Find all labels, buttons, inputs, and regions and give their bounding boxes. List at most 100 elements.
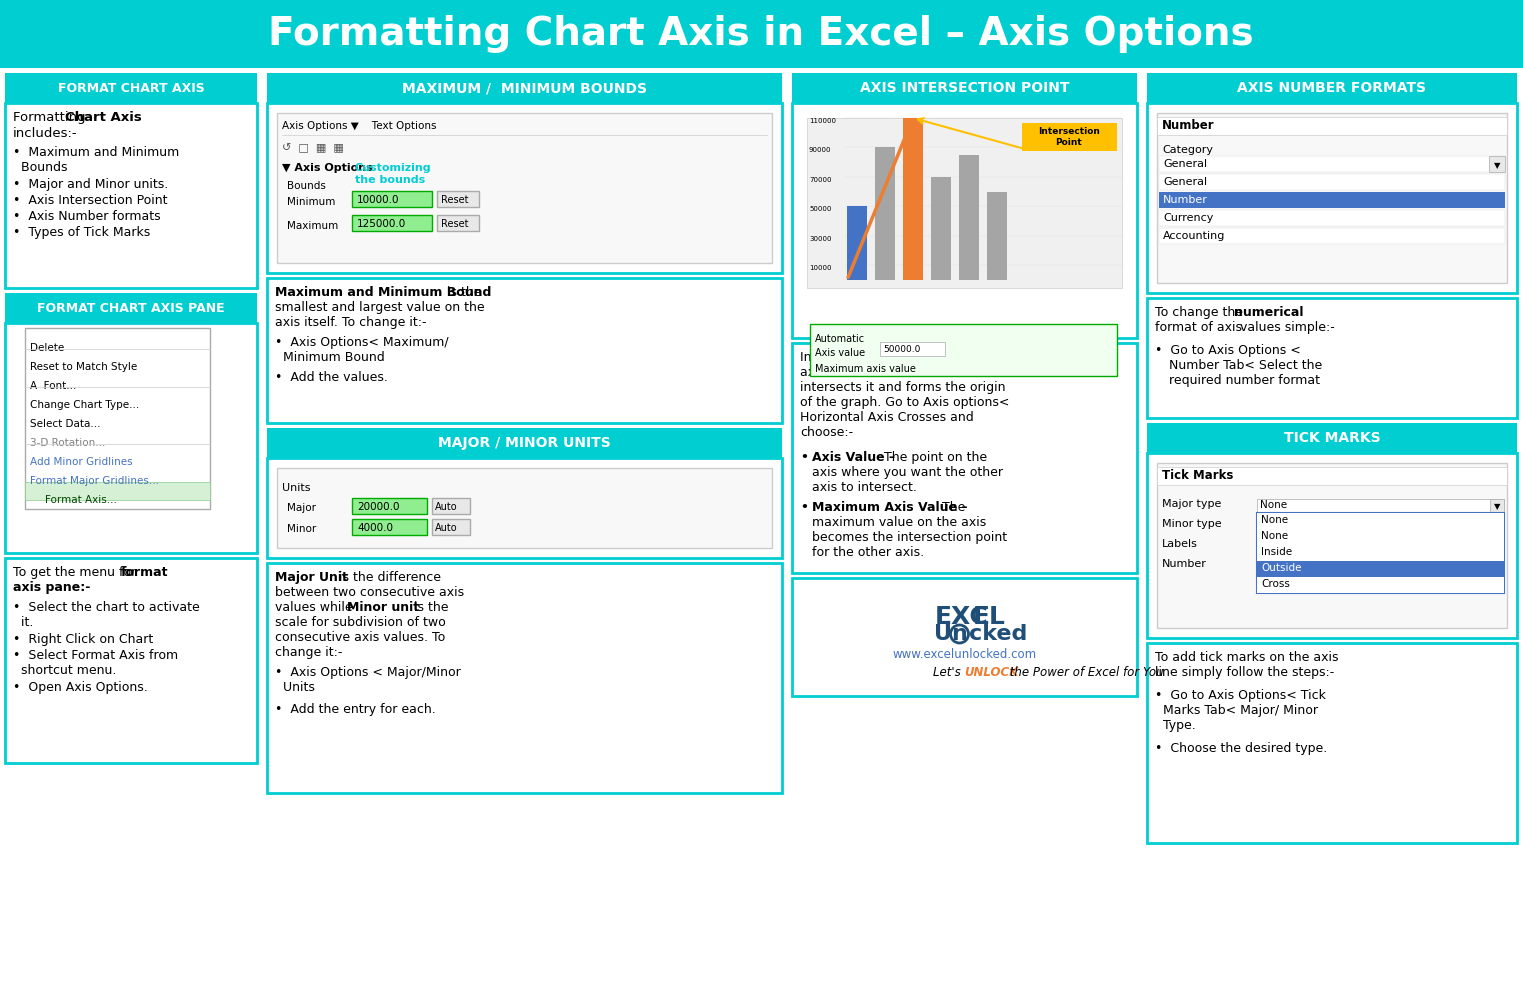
Bar: [267, 563, 781, 793]
Bar: [1159, 174, 1505, 190]
Bar: [1147, 423, 1517, 453]
Bar: [792, 103, 1138, 338]
Text: numerical: numerical: [1234, 306, 1304, 319]
Text: Axis Value –: Axis Value –: [812, 451, 896, 464]
Bar: [987, 192, 1007, 280]
Bar: [352, 215, 433, 231]
Bar: [1147, 103, 1517, 293]
Text: •  Open Axis Options.: • Open Axis Options.: [14, 681, 148, 694]
Text: ▼: ▼: [1494, 161, 1500, 170]
Bar: [267, 278, 781, 423]
Text: Delete: Delete: [30, 343, 64, 353]
Text: 30000: 30000: [809, 236, 832, 242]
Bar: [1157, 463, 1506, 628]
Text: change it:-: change it:-: [276, 646, 343, 659]
Text: values simple:-: values simple:-: [1237, 321, 1334, 334]
Text: Change Chart Type...: Change Chart Type...: [30, 400, 139, 410]
Bar: [847, 207, 867, 280]
Bar: [1256, 499, 1505, 513]
Text: smallest and largest value on the: smallest and largest value on the: [276, 301, 484, 314]
Text: values while: values while: [276, 601, 356, 614]
Text: line simply follow the steps:-: line simply follow the steps:-: [1154, 666, 1334, 679]
Text: Tick Marks: Tick Marks: [1162, 469, 1234, 482]
Text: None: None: [1261, 531, 1288, 541]
Text: To get the menu for: To get the menu for: [14, 566, 140, 579]
Text: Maximum axis value: Maximum axis value: [815, 364, 915, 374]
Text: Reset: Reset: [442, 219, 469, 229]
Bar: [267, 103, 781, 273]
Bar: [1489, 499, 1505, 513]
Text: Number: Number: [1162, 119, 1215, 132]
Text: Intersection
Point: Intersection Point: [1039, 127, 1100, 147]
Text: Chart Axis: Chart Axis: [65, 111, 142, 124]
Text: •  Select the chart to activate
  it.: • Select the chart to activate it.: [14, 601, 200, 629]
Bar: [267, 73, 781, 103]
Text: Major type: Major type: [1162, 499, 1221, 509]
Text: •  Add the values.: • Add the values.: [276, 371, 388, 384]
Text: To add tick marks on the axis: To add tick marks on the axis: [1154, 651, 1339, 664]
Text: Minor type: Minor type: [1162, 519, 1221, 529]
Text: Major Unit: Major Unit: [276, 571, 347, 584]
Text: The point on the: The point on the: [880, 451, 987, 464]
Text: Currency: Currency: [1164, 213, 1214, 223]
Bar: [931, 177, 950, 280]
Text: required number format: required number format: [1170, 374, 1320, 387]
Bar: [24, 482, 210, 500]
Text: axis where you want the other: axis where you want the other: [812, 466, 1004, 479]
Text: of the graph. Go to Axis options<: of the graph. Go to Axis options<: [800, 396, 1010, 409]
Text: Minor unit: Minor unit: [347, 601, 419, 614]
Text: Auto: Auto: [436, 502, 457, 512]
Text: Maximum Axis Value –: Maximum Axis Value –: [812, 501, 967, 514]
Bar: [5, 558, 257, 763]
Text: Maximum: Maximum: [286, 221, 338, 231]
Text: •  Types of Tick Marks: • Types of Tick Marks: [14, 226, 151, 239]
Text: MAJOR / MINOR UNITS: MAJOR / MINOR UNITS: [439, 436, 611, 450]
Text: the Power of Excel for You: the Power of Excel for You: [1007, 665, 1164, 678]
Bar: [1256, 559, 1505, 573]
Text: Axis Options ▼    Text Options: Axis Options ▼ Text Options: [282, 121, 437, 131]
Text: is the difference: is the difference: [335, 571, 442, 584]
Bar: [1159, 192, 1505, 208]
Text: Customizing: Customizing: [355, 163, 431, 173]
Text: 10000: 10000: [809, 265, 832, 271]
Bar: [437, 215, 480, 231]
Bar: [880, 342, 944, 356]
Bar: [267, 458, 781, 558]
Bar: [1256, 539, 1505, 553]
Text: Minimum: Minimum: [286, 197, 335, 207]
Text: for the other axis.: for the other axis.: [812, 546, 924, 559]
Bar: [267, 428, 781, 458]
Text: Accounting: Accounting: [1164, 231, 1226, 241]
Bar: [5, 73, 257, 103]
Text: Select Data...: Select Data...: [30, 419, 101, 429]
Bar: [1256, 577, 1505, 593]
Bar: [1147, 298, 1517, 418]
Text: •  Major and Minor units.: • Major and Minor units.: [14, 178, 168, 191]
Bar: [1157, 117, 1506, 135]
Text: Maximum and Minimum Bound: Maximum and Minimum Bound: [276, 286, 492, 299]
Text: FORMAT CHART AXIS: FORMAT CHART AXIS: [58, 82, 204, 95]
Bar: [1147, 643, 1517, 843]
Text: UNLOCK: UNLOCK: [964, 665, 1019, 678]
Bar: [277, 468, 772, 548]
Text: ▼ Axis Options: ▼ Axis Options: [282, 163, 381, 173]
Bar: [876, 147, 896, 280]
Text: Let's: Let's: [934, 665, 964, 678]
Text: Number: Number: [1164, 195, 1208, 205]
Bar: [1256, 513, 1505, 593]
Text: format of axis: format of axis: [1154, 321, 1241, 334]
Bar: [807, 118, 1122, 288]
Bar: [1022, 123, 1116, 151]
Bar: [5, 103, 257, 288]
Bar: [810, 324, 1116, 376]
Text: includes:-: includes:-: [14, 127, 78, 140]
Text: is the: is the: [443, 286, 481, 299]
Bar: [903, 118, 923, 280]
Bar: [0, 0, 1523, 68]
Text: Horizontal Axis Crosses and: Horizontal Axis Crosses and: [800, 411, 973, 424]
Text: Un: Un: [935, 624, 969, 644]
Text: Format Axis...: Format Axis...: [46, 495, 117, 505]
Bar: [1159, 210, 1505, 226]
Text: 110000: 110000: [809, 118, 836, 124]
Bar: [1256, 513, 1505, 529]
